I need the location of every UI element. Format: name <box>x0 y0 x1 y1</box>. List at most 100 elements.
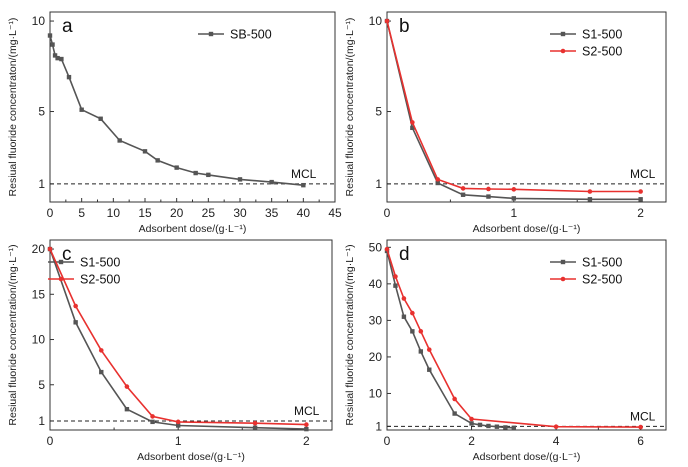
x-tick-label: 35 <box>265 206 279 220</box>
data-point <box>587 197 593 202</box>
data-point <box>52 53 58 58</box>
x-tick-label: 6 <box>637 434 644 448</box>
data-point <box>511 425 517 431</box>
x-tick-label: 0 <box>384 434 391 448</box>
data-point <box>237 177 243 182</box>
chart-panel-a: 0 5 10 15 20 25 30 35 40 451510MCLSB-500aAdsorben… <box>7 11 342 235</box>
x-tick-label: 1 <box>175 434 182 448</box>
x-tick-label: 15 <box>138 206 152 220</box>
data-point <box>486 194 491 199</box>
x-tick-label: 20 <box>170 206 184 220</box>
data-point <box>435 180 440 186</box>
legend-label: S2-500 <box>582 273 622 287</box>
data-point <box>252 420 258 426</box>
y-tick-label: 50 <box>369 240 383 254</box>
data-point <box>124 384 130 389</box>
y-tick-label: 1 <box>375 177 382 191</box>
data-point <box>401 296 407 301</box>
legend-label: S1-500 <box>80 256 120 270</box>
y-tick-label: 10 <box>32 333 46 347</box>
y-axis-title: Resiual fluoride concentration/(mg·L⁻¹) <box>7 244 19 425</box>
y-tick-label: 5 <box>375 105 382 119</box>
chart-panel-b: 0 1 2 1 5 10 MCL S1-500 S2-500 b Adsorbent dose/(g… <box>344 11 667 235</box>
legend-label: SB-500 <box>230 28 272 42</box>
mcl-label: MCL <box>630 409 656 423</box>
data-point <box>142 149 148 154</box>
data-point <box>98 348 104 353</box>
x-axis-title: Adsorbent dose/(g·L⁻¹) <box>473 223 581 235</box>
data-point <box>486 186 491 192</box>
x-tick-label: 1 <box>510 206 517 220</box>
data-point <box>511 187 517 192</box>
x-tick-label: 30 <box>233 206 247 220</box>
legend-marker <box>58 276 64 282</box>
data-point <box>174 165 179 170</box>
data-point <box>435 177 441 182</box>
data-point <box>587 189 593 194</box>
legend-marker <box>560 48 566 54</box>
x-tick-label: 25 <box>202 206 216 220</box>
y-tick-label: 20 <box>369 350 383 364</box>
legend-label: S1-500 <box>582 256 622 270</box>
data-point <box>47 246 53 252</box>
x-tick-label: 2 <box>303 434 310 448</box>
x-axis-title: Adsorbent dose/(g·L⁻¹) <box>139 223 247 235</box>
legend-marker <box>560 259 566 265</box>
series-line-s2-500 <box>49 248 307 426</box>
y-axis-title: Resiual fluoride concentration/(mg·L⁻¹) <box>344 244 356 425</box>
legend-marker <box>208 31 214 37</box>
data-point <box>193 170 198 176</box>
y-tick-label: 1 <box>375 419 382 433</box>
data-point <box>410 120 415 125</box>
x-axis-title: Adsorbent dose/(g·L⁻¹) <box>473 451 581 463</box>
y-axis-title: Resiual fluoride concentraton/(mg·L⁻¹) <box>344 18 356 197</box>
data-point <box>638 197 643 202</box>
data-point <box>384 246 390 252</box>
data-point <box>426 347 432 352</box>
mcl-label: MCL <box>291 167 317 181</box>
data-point <box>503 425 508 430</box>
legend-marker <box>560 276 566 282</box>
data-point <box>469 421 474 426</box>
data-point <box>304 426 309 432</box>
y-tick-label: 5 <box>38 378 45 392</box>
legend-label: S2-500 <box>582 45 622 59</box>
chart-panel-d: 0 2 4 6 1 10 20 30 40 50 MCL S1-500 S2-500 d Adsorbent… <box>344 239 667 463</box>
data-point <box>494 424 500 429</box>
y-axis-title: Resiual fluoride concentraton/(mg·L⁻¹) <box>7 18 19 197</box>
x-tick-label: 0 <box>47 206 54 220</box>
y-tick-label: 10 <box>32 14 46 28</box>
data-point <box>427 367 432 372</box>
data-point <box>401 314 407 319</box>
data-point <box>384 18 390 24</box>
data-point <box>98 116 103 121</box>
data-point <box>469 416 474 422</box>
x-tick-label: 5 <box>78 206 85 220</box>
data-point <box>99 369 104 375</box>
data-point <box>486 423 491 429</box>
mcl-label: MCL <box>294 404 320 418</box>
panel-letter: a <box>62 16 73 37</box>
data-point <box>155 158 160 163</box>
series-line-s1-500 <box>49 248 307 430</box>
data-point <box>452 396 457 402</box>
legend-label: S2-500 <box>80 273 120 287</box>
x-tick-label: 0 <box>47 434 54 448</box>
data-point <box>477 422 483 428</box>
series-line-s1-500 <box>386 20 641 201</box>
data-point <box>304 422 309 427</box>
legend-marker <box>58 259 64 265</box>
data-point <box>73 320 78 325</box>
data-point <box>124 406 130 412</box>
data-point <box>410 125 415 131</box>
series-line-s2-500 <box>386 248 641 428</box>
data-point <box>252 425 258 430</box>
data-point <box>452 411 457 416</box>
plot-frame <box>386 239 667 431</box>
series-line-s2-500 <box>386 20 641 193</box>
panel-letter: d <box>399 244 410 265</box>
data-point <box>79 107 84 112</box>
data-point <box>638 189 643 194</box>
